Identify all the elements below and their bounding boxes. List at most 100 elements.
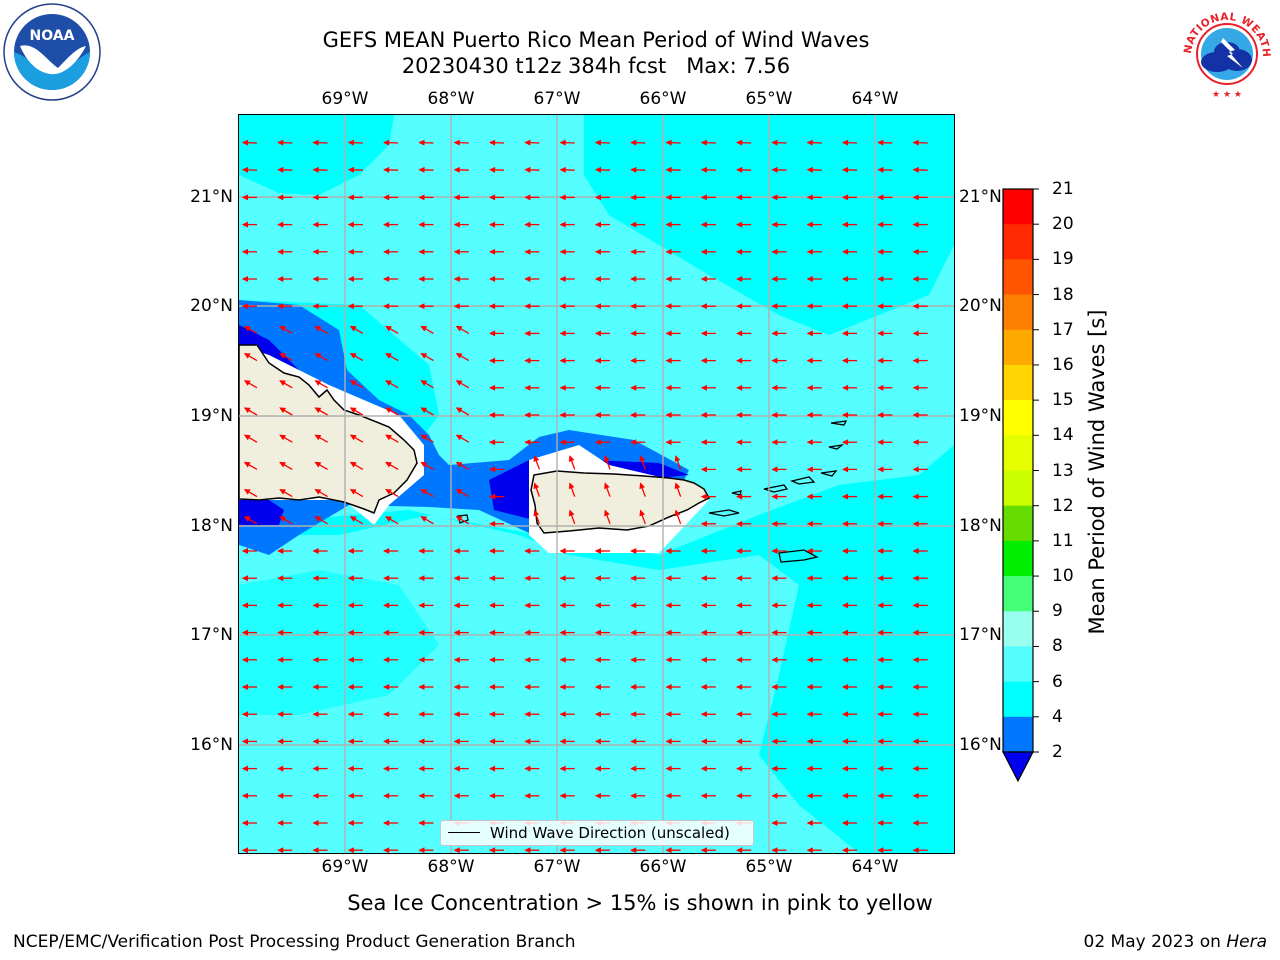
chart-title: GEFS MEAN Puerto Rico Mean Period of Win… <box>322 28 870 52</box>
wave-arrow-head <box>277 194 284 201</box>
wave-arrow-head <box>665 439 672 446</box>
wave-arrow-head <box>771 820 778 826</box>
lon-label-top: 64°W <box>851 89 899 109</box>
wave-arrow-head <box>736 520 743 527</box>
wave-arrow-head <box>877 575 884 582</box>
wave-arrow-head <box>312 629 319 636</box>
colorbar-tick-label: 2 <box>1052 742 1063 762</box>
wave-arrow-head <box>418 629 425 636</box>
wave-arrow-head <box>771 765 778 772</box>
wave-arrow-head <box>665 248 672 255</box>
wave-arrow-head <box>912 684 919 690</box>
wave-arrow-head <box>559 765 566 772</box>
wave-arrow-head <box>420 353 428 359</box>
wave-arrow-head <box>347 738 354 745</box>
wave-arrow-head <box>312 139 319 146</box>
wave-arrow-head <box>559 221 566 228</box>
wave-arrow-head <box>383 684 390 690</box>
wave-arrow-head <box>385 353 392 359</box>
wave-arrow-head <box>877 629 884 636</box>
wave-arrow-head <box>312 684 319 690</box>
footer-machine: Hera <box>1226 932 1267 952</box>
wave-arrow-head <box>736 166 743 173</box>
colorbar-cell <box>1003 681 1033 718</box>
wave-arrow-head <box>594 738 602 745</box>
wave-arrow-head <box>665 384 672 391</box>
wave-arrow-head <box>665 684 672 690</box>
colorbar-cell <box>1003 329 1033 366</box>
wave-arrow-head <box>841 139 849 146</box>
wave-arrow-head <box>630 439 637 446</box>
wave-arrow-head <box>700 548 707 554</box>
wave-arrow-head <box>243 353 251 359</box>
wave-arrow-head <box>736 466 743 473</box>
wave-arrow-head <box>277 248 284 255</box>
wave-arrow-head <box>243 407 251 414</box>
wave-arrow-head <box>559 656 566 663</box>
lon-label-bottom: 68°W <box>427 857 475 877</box>
wave-arrow-head <box>594 194 602 201</box>
wave-arrow-head <box>674 482 681 490</box>
colorbar-cell <box>1003 259 1033 296</box>
wave-arrow-head <box>594 139 602 146</box>
wave-arrow-head <box>877 765 884 772</box>
wave-arrow-head <box>841 820 849 826</box>
lat-label-right: 18°N <box>959 516 1002 536</box>
wave-arrow-head <box>420 434 428 441</box>
map-svg <box>239 115 954 853</box>
wave-arrow-head <box>841 248 849 255</box>
wave-arrow-head <box>912 629 919 636</box>
wave-arrow-head <box>771 656 778 663</box>
wave-arrow-head <box>736 765 743 772</box>
wave-arrow-head <box>418 602 425 609</box>
wave-arrow-head <box>524 330 531 337</box>
wave-arrow-head <box>630 139 637 146</box>
wave-arrow-head <box>877 248 884 255</box>
wave-arrow-head <box>665 765 672 772</box>
wave-arrow-head <box>488 439 496 446</box>
wave-arrow-head <box>771 711 778 718</box>
wave-arrow-head <box>347 139 355 146</box>
wave-arrow-head <box>806 439 813 446</box>
wave-arrow-head <box>524 575 531 582</box>
colorbar-cell <box>1003 540 1033 577</box>
wave-arrow-head <box>736 384 743 391</box>
wave-arrow-head <box>559 847 566 853</box>
wave-arrow-head <box>383 765 390 772</box>
wave-arrow-head <box>806 221 813 228</box>
colorbar-cell <box>1003 364 1033 401</box>
wave-arrow-head <box>806 248 813 255</box>
wave-arrow-head <box>453 847 460 853</box>
wave-arrow-head <box>418 303 425 310</box>
wave-arrow-head <box>700 357 707 364</box>
colorbar-cell <box>1003 400 1033 436</box>
colorbar-cell <box>1003 294 1033 331</box>
wave-arrow-head <box>314 489 322 495</box>
wave-arrow-head <box>277 656 284 663</box>
wave-arrow-head <box>559 194 566 201</box>
wave-arrow-head <box>488 629 496 636</box>
wave-arrow-head <box>700 412 707 418</box>
legend-line-swatch <box>448 832 480 833</box>
wave-arrow-head <box>418 847 425 853</box>
wave-arrow-head <box>453 684 460 690</box>
wave-arrow-head <box>877 194 884 201</box>
wave-arrow-head <box>594 711 602 718</box>
wave-arrow-head <box>665 330 672 337</box>
wave-arrow-head <box>736 139 743 146</box>
land-puerto-rico <box>530 470 711 534</box>
wave-arrow-head <box>771 276 778 282</box>
wave-arrow-head <box>912 847 919 853</box>
colorbar-tick-label: 14 <box>1052 425 1074 446</box>
colorbar-cell <box>1003 646 1033 683</box>
colorbar-cell <box>1003 224 1033 260</box>
wave-arrow-head <box>277 765 284 772</box>
wave-arrow-head <box>841 439 849 446</box>
wave-arrow-head <box>630 738 637 745</box>
wave-arrow-head <box>630 629 637 636</box>
wave-arrow-head <box>912 384 919 391</box>
lat-label-right: 21°N <box>959 187 1002 207</box>
wave-arrow-head <box>418 166 425 173</box>
wave-arrow-head <box>455 325 463 332</box>
wave-arrow-head <box>841 221 849 228</box>
